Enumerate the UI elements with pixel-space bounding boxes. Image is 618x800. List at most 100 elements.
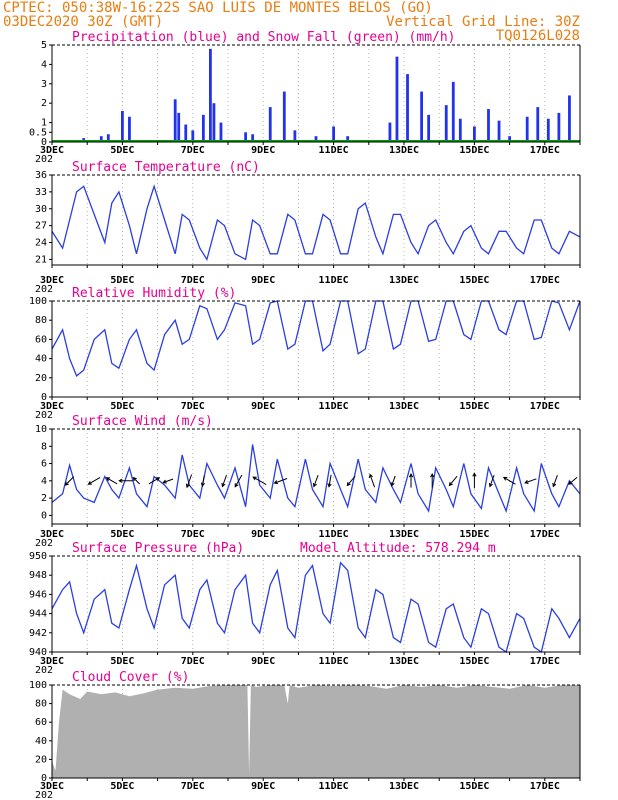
pressure-title: Surface Pressure (hPa) [72,541,244,556]
x-date-label: 15DEC [459,781,489,792]
precip-bar [536,107,540,142]
x-date-label: 13DEC [389,275,419,286]
precip-bar [346,136,350,142]
precip-bar [497,120,501,142]
wind-arrow [390,475,396,487]
header-run-date: 03DEC2020 30Z (GMT) [3,14,163,30]
y-tick-label: 60 [35,334,47,345]
x-date-label: 11DEC [319,781,349,792]
x-date-label: 9DEC [251,529,275,540]
pressure-line [51,561,581,654]
y-tick-label: 60 [35,717,47,728]
x-year-stub: 202 [35,790,53,800]
wind-arrow [148,477,161,485]
wind-arrow [234,474,243,488]
x-date-label: 13DEC [389,781,419,792]
wind-arrow [162,478,174,484]
x-date-label: 5DEC [110,275,134,286]
y-tick-label: 27 [35,221,47,232]
x-date-label: 9DEC [251,401,275,412]
x-date-label: 15DEC [459,529,489,540]
y-tick-label: 20 [35,373,47,384]
x-date-label: 17DEC [530,656,560,667]
y-tick-label: 5 [41,40,47,51]
x-date-label: 11DEC [319,529,349,540]
y-tick-label: 3 [41,79,47,90]
y-tick-label: 4 [41,59,47,70]
x-date-label: 11DEC [319,401,349,412]
x-date-label: 5DEC [110,145,134,156]
precip-bar [427,114,431,142]
panel-precip: Precipitation (blue) and Snow Fall (gree… [29,30,581,165]
y-tick-label: 2 [41,98,47,109]
precip-bar [209,48,212,142]
y-tick-label: 950 [29,551,47,562]
header-station: CPTEC: 050:38W-16:22S SAO LUIS DE MONTES… [3,0,433,16]
x-date-label: 5DEC [110,656,134,667]
wind-arrow [502,476,516,485]
precip-bar [201,114,205,142]
wind-arrow [221,475,227,488]
temperature-title: Surface Temperature (nC) [72,160,260,175]
y-tick-label: 948 [29,570,47,581]
x-year-stub: 202 [35,410,53,421]
precip-bar [406,74,409,142]
humidity-line [51,300,581,377]
precip-bar [219,122,223,142]
wind-arrow [346,475,356,487]
x-date-label: 7DEC [181,401,205,412]
y-tick-label: 10 [35,424,47,435]
precip-bar [395,56,399,142]
panels-layer: Precipitation (blue) and Snow Fall (gree… [29,30,581,800]
header-model-id: TQ0126L028 [496,28,580,44]
x-date-label: 15DEC [459,401,489,412]
panel-frame [51,556,581,653]
precip-bar [525,116,529,142]
precip-bar [557,112,561,142]
y-tick-label: 24 [35,238,47,249]
y-tick-label: 8 [41,441,47,452]
precip-bar [212,103,216,142]
cloud-title: Cloud Cover (%) [72,670,189,685]
wind-arrow [200,475,205,488]
precip-title: Precipitation (blue) and Snow Fall (gree… [72,30,456,45]
wind-arrow [312,475,319,488]
y-tick-label: 940 [29,647,47,658]
y-tick-label: 0 [41,773,47,784]
x-year-stub: 202 [35,538,53,549]
y-tick-label: 944 [29,609,47,620]
panel-temperature: Surface Temperature (nC) 21 24 27 30 33 36 3DEC… [35,160,581,295]
y-tick-label: 942 [29,628,47,639]
precip-bar [293,130,297,142]
y-tick-label: 80 [35,699,47,710]
panel-cloud: Cloud Cover (%) 0 20 40 60 80 100 3DEC 5DEC 7DEC 9… [29,670,581,800]
precip-bar [451,81,455,142]
wind-arrow [64,476,75,486]
y-tick-label: 100 [29,296,47,307]
precip-bar [184,124,188,142]
precip-bar [546,118,550,142]
x-date-label: 3DEC [40,401,64,412]
precip-bar [332,126,335,142]
y-tick-label: 40 [35,736,47,747]
precip-bar [99,136,103,142]
x-date-label: 5DEC [110,529,134,540]
x-date-label: 3DEC [40,145,64,156]
y-tick-label: 36 [35,170,47,181]
x-date-label: 11DEC [319,656,349,667]
panel-frame [51,685,581,779]
wind-arrow [472,472,477,489]
panel-frame [51,45,581,143]
cloud-cover-area [52,685,580,778]
precip-bar [314,136,318,142]
x-date-label: 15DEC [459,656,489,667]
x-date-label: 7DEC [181,529,205,540]
wind-arrow [488,475,495,488]
precip-bar [458,118,462,142]
x-date-label: 3DEC [40,656,64,667]
y-tick-label: 0 [41,510,47,521]
panel-frame [51,301,581,398]
wind-arrow [185,474,193,489]
wind-line [51,444,581,514]
x-year-stub: 202 [35,665,53,676]
